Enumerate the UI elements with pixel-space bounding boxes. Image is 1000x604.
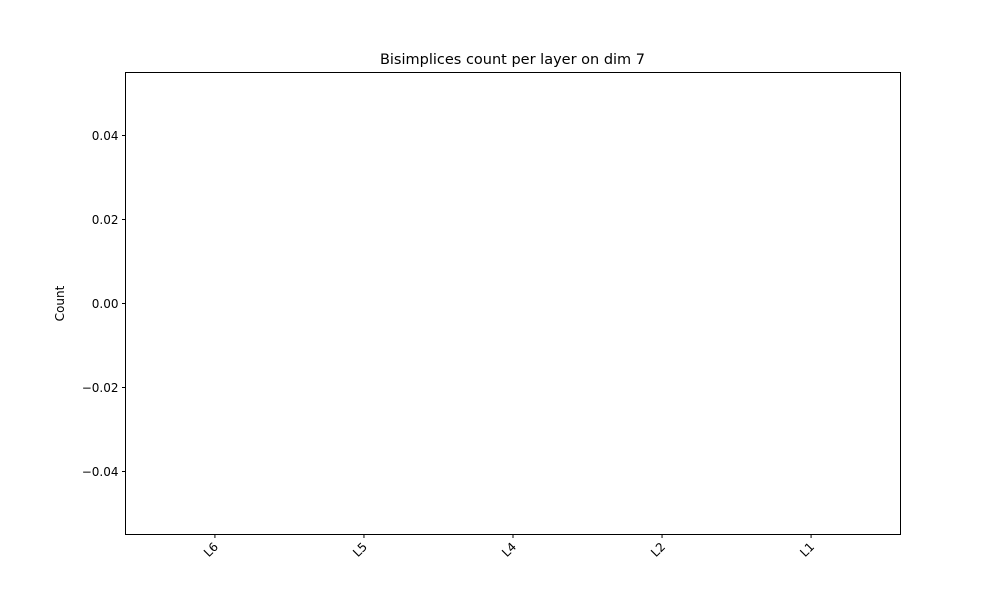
y-tick-label: −0.04 (82, 465, 119, 479)
y-axis-ticks: 0.04 0.02 0.00 −0.02 −0.04 (82, 129, 126, 479)
y-tick-label: −0.02 (82, 381, 119, 395)
y-tick-label: 0.00 (92, 297, 119, 311)
y-tick-label: 0.02 (92, 213, 119, 227)
y-axis-label: Count (53, 285, 67, 321)
chart-title: Bisimplices count per layer on dim 7 (380, 52, 645, 68)
y-tick-label: 0.04 (92, 129, 119, 143)
plot-area-frame (125, 72, 901, 535)
